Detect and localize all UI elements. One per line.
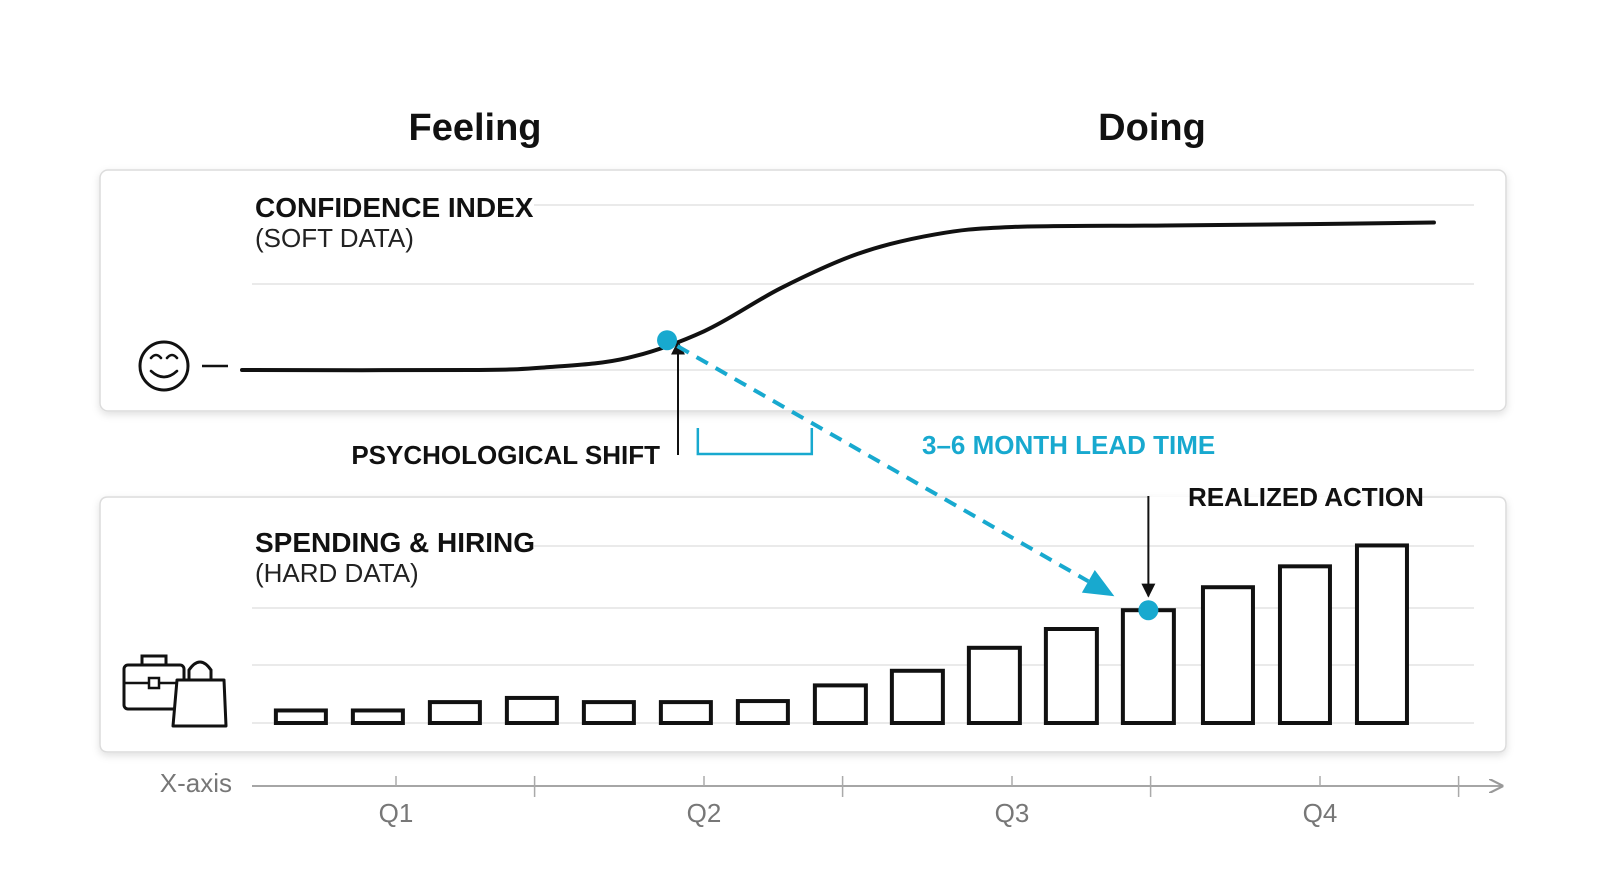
spending-bar [273,708,328,726]
lead-time-label: 3–6 MONTH LEAD TIME [922,430,1215,460]
psychological-shift-label: PSYCHOLOGICAL SHIFT [351,440,660,470]
x-tick-label: Q3 [995,798,1030,828]
spending-bar [581,700,636,725]
confidence-subtitle: (SOFT DATA) [255,223,414,253]
spending-subtitle: (HARD DATA) [255,558,419,588]
spending-bar [1200,585,1255,725]
spending-bar [1120,608,1176,726]
confidence-panel [99,169,1507,412]
spending-bar [658,700,713,725]
spending-bar [350,708,405,726]
lead-time-bracket [696,428,814,456]
psychological-shift-marker [657,330,678,351]
spending-bar [812,683,868,726]
lead-time-arrowhead [1081,570,1115,597]
realized-action-marker [1138,600,1159,621]
spending-bar [1043,627,1099,725]
spending-bars [273,543,1409,726]
header-doing: Doing [1098,107,1206,149]
lead-time-arrow [676,344,1090,584]
smiley-icon [138,340,228,392]
briefcase-bag-icon [122,654,228,728]
spending-bar [1277,564,1332,725]
spending-bar [966,645,1022,725]
spending-bar [735,699,790,725]
spending-bar [1354,543,1409,726]
realized-action-label: REALIZED ACTION [1188,482,1424,512]
x-tick-label: Q4 [1303,798,1338,828]
x-tick-label: Q1 [379,798,414,828]
spending-title: SPENDING & HIRING [255,527,535,558]
x-axis-ticks: Q1 Q2 Q3 Q4 [379,776,1460,828]
x-tick-label: Q2 [687,798,722,828]
spending-bar [504,695,559,726]
spending-bar [889,668,945,725]
spending-bar [427,700,482,725]
confidence-series-line [240,220,1436,373]
x-axis-label: X-axis [160,768,232,798]
confidence-title: CONFIDENCE INDEX [255,192,534,223]
header-feeling: Feeling [408,107,541,149]
